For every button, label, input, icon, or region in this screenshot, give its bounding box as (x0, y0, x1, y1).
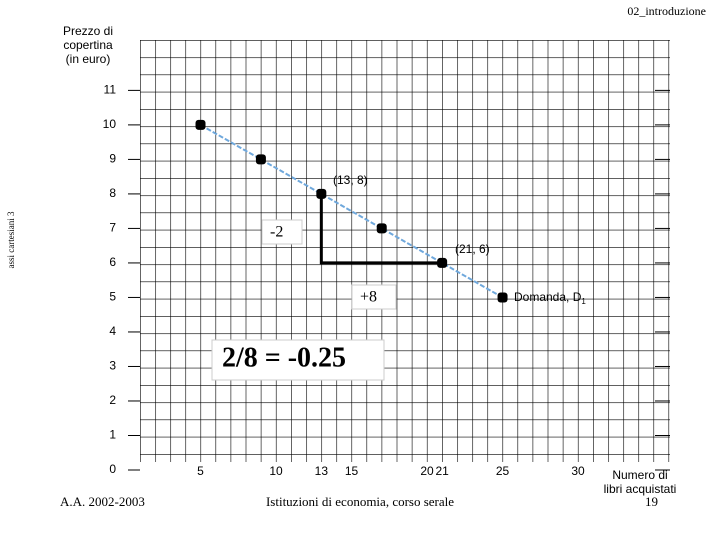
y-label-line: copertina (63, 38, 113, 52)
y-tick-label: 2 (109, 393, 116, 407)
annotation: (13, 8) (333, 173, 368, 187)
y-label-line: Prezzo di (63, 24, 113, 38)
y-tick-label: 3 (109, 359, 116, 373)
label-box (261, 219, 303, 245)
y-tick-label: 5 (109, 290, 116, 304)
grid (140, 40, 670, 462)
y-tick-label: 8 (109, 186, 116, 200)
label-box (211, 339, 385, 381)
point (497, 292, 508, 303)
y-label-line: (in euro) (66, 52, 111, 66)
x-label-line: Numero di (612, 468, 667, 482)
demand-line (200, 124, 504, 299)
x-tick-label: 20 (420, 464, 434, 478)
x-tick-label: 21 (435, 464, 449, 478)
side-label: assi cartesiani 3 (6, 211, 16, 268)
header: 02_introduzione (627, 4, 706, 18)
y-tick-label: 6 (109, 255, 116, 269)
label-box (351, 284, 397, 310)
x-tick-label: 5 (197, 464, 204, 478)
y-tick-label: 7 (109, 221, 116, 235)
y-tick-label: 0 (109, 462, 116, 476)
point (316, 188, 327, 199)
y-tick-label: 9 (109, 152, 116, 166)
x-tick-label: 13 (315, 464, 329, 478)
annotation: -2 (270, 224, 283, 241)
point (437, 257, 448, 268)
point (376, 223, 387, 234)
annotation: +8 (360, 289, 377, 306)
curve-subscript: 1 (581, 297, 586, 306)
annotation: 2/8 = -0.25 (222, 342, 346, 373)
footer-center: Istituzioni di economia, corso serale (266, 494, 454, 509)
x-tick-label: 15 (345, 464, 359, 478)
y-tick-label: 4 (109, 324, 116, 338)
footer-left: A.A. 2002-2003 (60, 494, 145, 509)
annotation: Domanda, D1 (514, 290, 586, 306)
annotation: (21, 6) (455, 242, 490, 256)
x-tick-label: 25 (496, 464, 510, 478)
y-tick-label: 1 (109, 428, 116, 442)
point (195, 119, 206, 130)
x-label-line: libri acquistati (604, 482, 677, 496)
y-tick-label: 11 (104, 83, 117, 97)
x-tick-label: 10 (269, 464, 283, 478)
slope-triangle (319, 193, 443, 265)
x-tick-label: 30 (571, 464, 585, 478)
curve-label: Domanda, D (514, 290, 582, 304)
point (255, 154, 266, 165)
y-tick-label: 10 (103, 117, 117, 131)
page-number: 19 (645, 494, 658, 509)
